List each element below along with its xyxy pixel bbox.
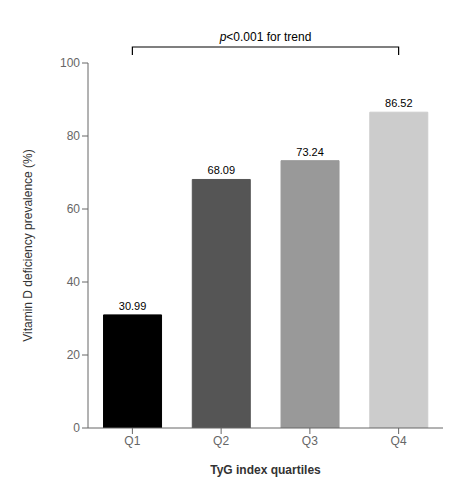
svg-text:100: 100 <box>60 56 80 70</box>
svg-text:TyG index quartiles: TyG index quartiles <box>210 463 321 477</box>
svg-text:p<0.001 for trend: p<0.001 for trend <box>219 30 312 44</box>
svg-text:40: 40 <box>67 275 81 289</box>
svg-text:68.09: 68.09 <box>208 164 236 176</box>
svg-text:73.24: 73.24 <box>296 146 324 158</box>
svg-text:Q2: Q2 <box>213 434 229 448</box>
svg-text:Q3: Q3 <box>302 434 318 448</box>
svg-text:30.99: 30.99 <box>119 300 147 312</box>
svg-text:86.52: 86.52 <box>385 97 413 109</box>
svg-text:20: 20 <box>67 348 81 362</box>
svg-text:Vitamin D deficiency prevalenc: Vitamin D deficiency prevalence (%) <box>21 149 35 342</box>
svg-text:Q4: Q4 <box>391 434 407 448</box>
svg-text:60: 60 <box>67 202 81 216</box>
svg-text:80: 80 <box>67 129 81 143</box>
svg-text:0: 0 <box>73 421 80 435</box>
svg-text:Q1: Q1 <box>124 434 140 448</box>
